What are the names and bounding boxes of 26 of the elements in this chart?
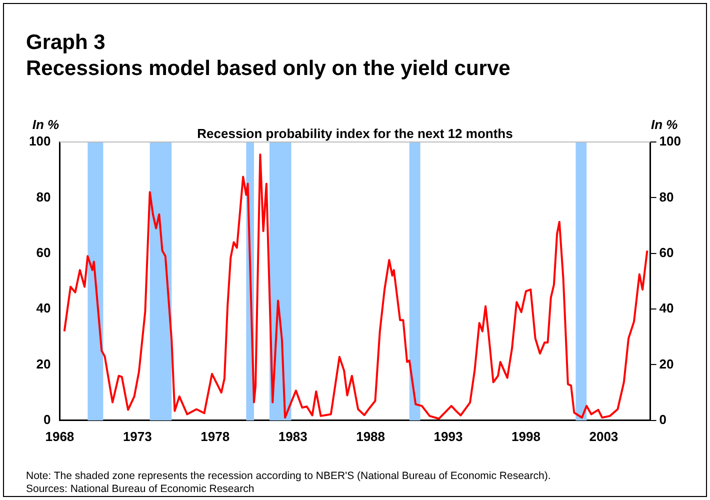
x-tick-label: 1968 [45,428,74,444]
y2-axis-title: In % [650,117,678,132]
x-tick-label: 1998 [512,428,540,444]
y2-tick-label: 20 [659,356,674,372]
chart-subtitle: Recession probability index for the next 12 months [197,126,513,142]
y2-tick-label: 80 [659,189,674,204]
y-tick-label: 40 [36,300,51,316]
text: Note: The shaded zone represents the recession according to NBER'S (National Bureau of Economic Research). [26,470,551,483]
y-tick-label: 60 [36,244,51,260]
y-axis-title: In % [32,117,60,132]
x-tick-label: 1988 [356,428,386,444]
chart-title: Graph 3 Recessions model based only on the yield curve [26,30,510,82]
y-tick-label: 0 [43,412,51,427]
x-tick-label: 1983 [278,428,308,444]
y2-tick-label: 40 [659,300,674,316]
y-tick-label: 20 [36,356,51,372]
y2-tick-label: 60 [659,244,674,260]
y-tick-label: 80 [36,189,51,204]
x-tick-label: 2003 [589,428,618,444]
y2-tick-label: 0 [659,412,667,427]
x-tick-label: 1993 [434,428,463,444]
y-tick-label: 100 [28,134,51,149]
source-note: Sources: National Bureau of Economic Research [26,483,256,496]
y2-tick-label: 100 [659,134,682,149]
x-tick-label: 1973 [122,428,152,444]
x-tick-label: 1978 [200,428,230,444]
